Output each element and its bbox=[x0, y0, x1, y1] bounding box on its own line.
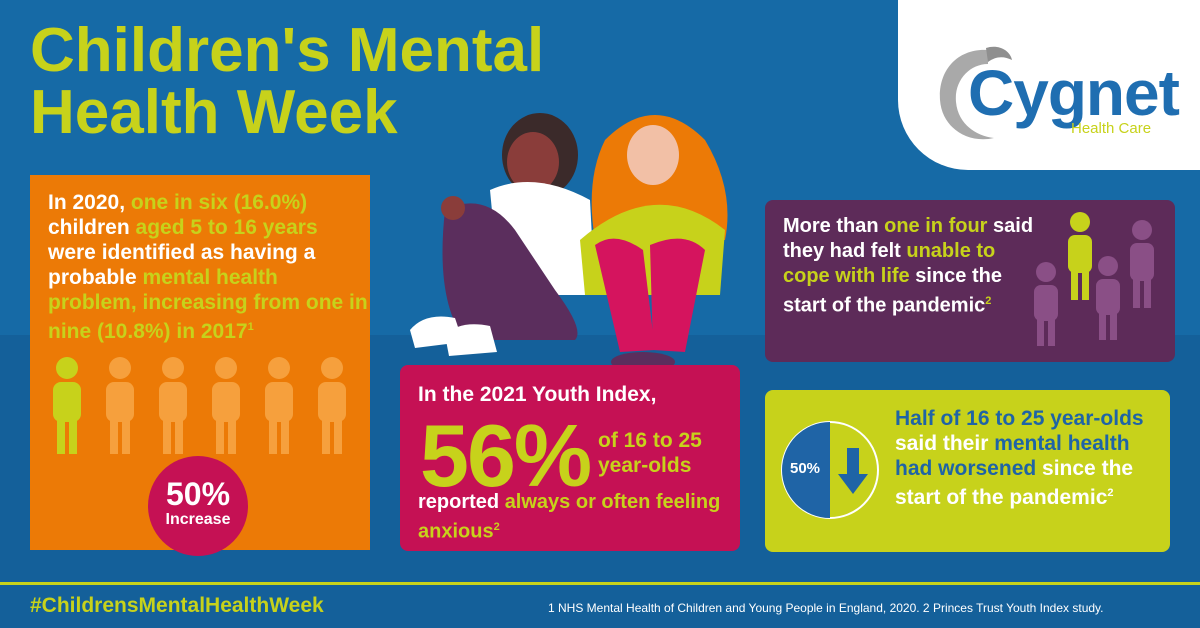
text-segment: said their bbox=[895, 432, 995, 455]
pink-panel-mid-text: of 16 to 25 year-olds bbox=[598, 429, 702, 477]
half-pie-chart: 50% bbox=[780, 420, 880, 520]
footnote-ref: 2 bbox=[1107, 487, 1114, 499]
highlight-age-range: aged 5 to 16 years bbox=[135, 216, 318, 239]
pie-graphic bbox=[781, 421, 879, 519]
highlight-mental-health-problem: mental health problem, increasing from o… bbox=[48, 266, 368, 343]
orange-panel-text: In 2020, one in six (16.0%) children age… bbox=[48, 190, 368, 344]
pink-panel-bottom-text: reported always or often feeling anxious… bbox=[418, 490, 738, 545]
title-line-2: Health Week bbox=[30, 78, 398, 147]
cygnet-swan-icon bbox=[939, 46, 1012, 140]
text-segment: since the start of the pandemic bbox=[895, 457, 1134, 509]
highlight-anxious: always or often feeling anxious bbox=[418, 491, 721, 543]
lime-panel-text: Half of 16 to 25 year-olds said their me… bbox=[895, 406, 1167, 510]
highlight-one-in-six: one in six (16.0%) bbox=[130, 191, 308, 214]
down-arrow-icon bbox=[838, 448, 868, 494]
badge-label: Increase bbox=[165, 511, 231, 528]
pink-panel-intro: In the 2021 Youth Index, bbox=[418, 383, 657, 406]
children-illustration bbox=[410, 113, 728, 372]
logo-tagline: Health Care bbox=[1071, 120, 1152, 137]
footer-divider bbox=[0, 582, 1200, 585]
highlight-age-range: Half of 16 to 25 year-olds bbox=[895, 407, 1144, 430]
logo-wordmark: Cygnet bbox=[968, 57, 1180, 129]
text-segment: More than bbox=[783, 215, 885, 237]
pink-panel bbox=[400, 365, 740, 551]
highlight-worsened: mental health had worsened bbox=[895, 432, 1130, 480]
footnote-ref: 2 bbox=[985, 295, 992, 307]
purple-panel-text: More than one in four said they had felt… bbox=[783, 214, 1043, 319]
hashtag: #ChildrensMentalHealthWeek bbox=[30, 594, 324, 617]
text-segment: In 2020, bbox=[48, 191, 131, 214]
text-segment: said they had felt bbox=[783, 215, 1034, 262]
footnote-ref: 1 bbox=[247, 321, 254, 333]
highlight-unable-to-cope: unable to cope with life bbox=[783, 240, 996, 287]
text-segment: since the start of the pandemic bbox=[783, 265, 1002, 317]
people-row-icon bbox=[53, 357, 346, 454]
text-segment: children bbox=[48, 216, 136, 239]
footnote: 1 NHS Mental Health of Children and Youn… bbox=[548, 601, 1104, 615]
pink-panel-big-value: 56% bbox=[420, 406, 592, 505]
pie-label: 50% bbox=[789, 460, 821, 477]
title-line-1: Children's Mental bbox=[30, 16, 545, 85]
increase-badge: 50% Increase bbox=[148, 456, 248, 556]
text-segment: reported bbox=[418, 491, 505, 513]
text-segment: were identified as having a probable bbox=[48, 241, 316, 289]
highlight-one-in-four: one in four bbox=[884, 215, 988, 237]
footnote-ref: 2 bbox=[493, 521, 500, 533]
badge-value: 50% bbox=[165, 476, 231, 512]
page-title: Children's Mental Health Week bbox=[30, 20, 590, 144]
people-group-icon bbox=[1034, 212, 1154, 346]
